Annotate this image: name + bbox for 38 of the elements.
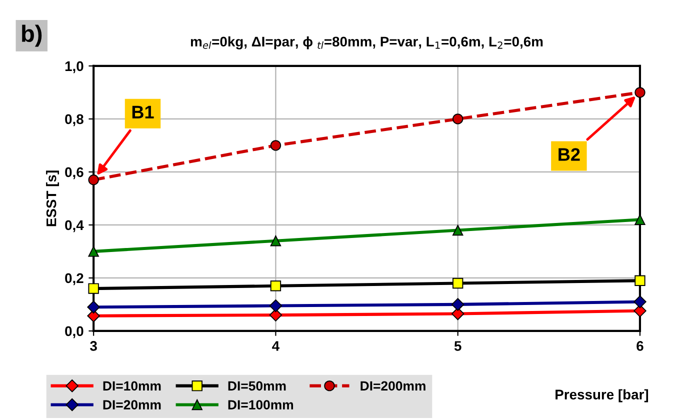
y-tick-label: 1,0 (65, 61, 84, 74)
point (270, 140, 282, 151)
x-axis-title: Pressure [bar] (556, 389, 648, 402)
point (452, 278, 464, 289)
point (270, 280, 282, 292)
point (269, 299, 282, 312)
legend-label: DI=10mm (103, 381, 161, 391)
y-tick-label: 0,2 (65, 273, 84, 286)
point (452, 114, 464, 124)
text: b) (22, 24, 42, 47)
point (451, 307, 464, 320)
chart-title: m$_{el}$=0kg, ΔI=par, ϕ $_{tl}$=80mm, P=var, L$_{1}$=0,6m, L$_{2}$=0,6m (190, 36, 543, 50)
point (270, 236, 282, 246)
x-tick-label: 4 (272, 341, 280, 351)
x-tick-label: 5 (454, 341, 462, 351)
x-tick-label: 3 (90, 341, 97, 351)
annotation: B1 (132, 106, 154, 118)
point (88, 174, 99, 186)
y-tick-label: 0,8 (65, 114, 84, 126)
point (634, 87, 646, 98)
legend-label: DI=20mm (103, 400, 161, 410)
point (88, 283, 99, 294)
legend-label: DI=100mm (228, 400, 294, 410)
point (88, 246, 99, 257)
legend-label: DI=200mm (360, 381, 426, 391)
y-tick-label: 0,6 (65, 167, 84, 180)
point (87, 300, 100, 314)
y-tick-label: 0,0 (65, 326, 84, 338)
point (634, 275, 646, 286)
point (452, 224, 464, 236)
point (451, 298, 464, 311)
point (634, 295, 646, 308)
x-tick-label: 6 (636, 341, 644, 351)
annotation: B2 (558, 148, 580, 161)
legend-label: DI=50mm (228, 381, 286, 391)
y-axis-title: ESST [s] (46, 170, 59, 226)
y-tick-label: 0,4 (65, 220, 84, 232)
point (634, 214, 646, 225)
